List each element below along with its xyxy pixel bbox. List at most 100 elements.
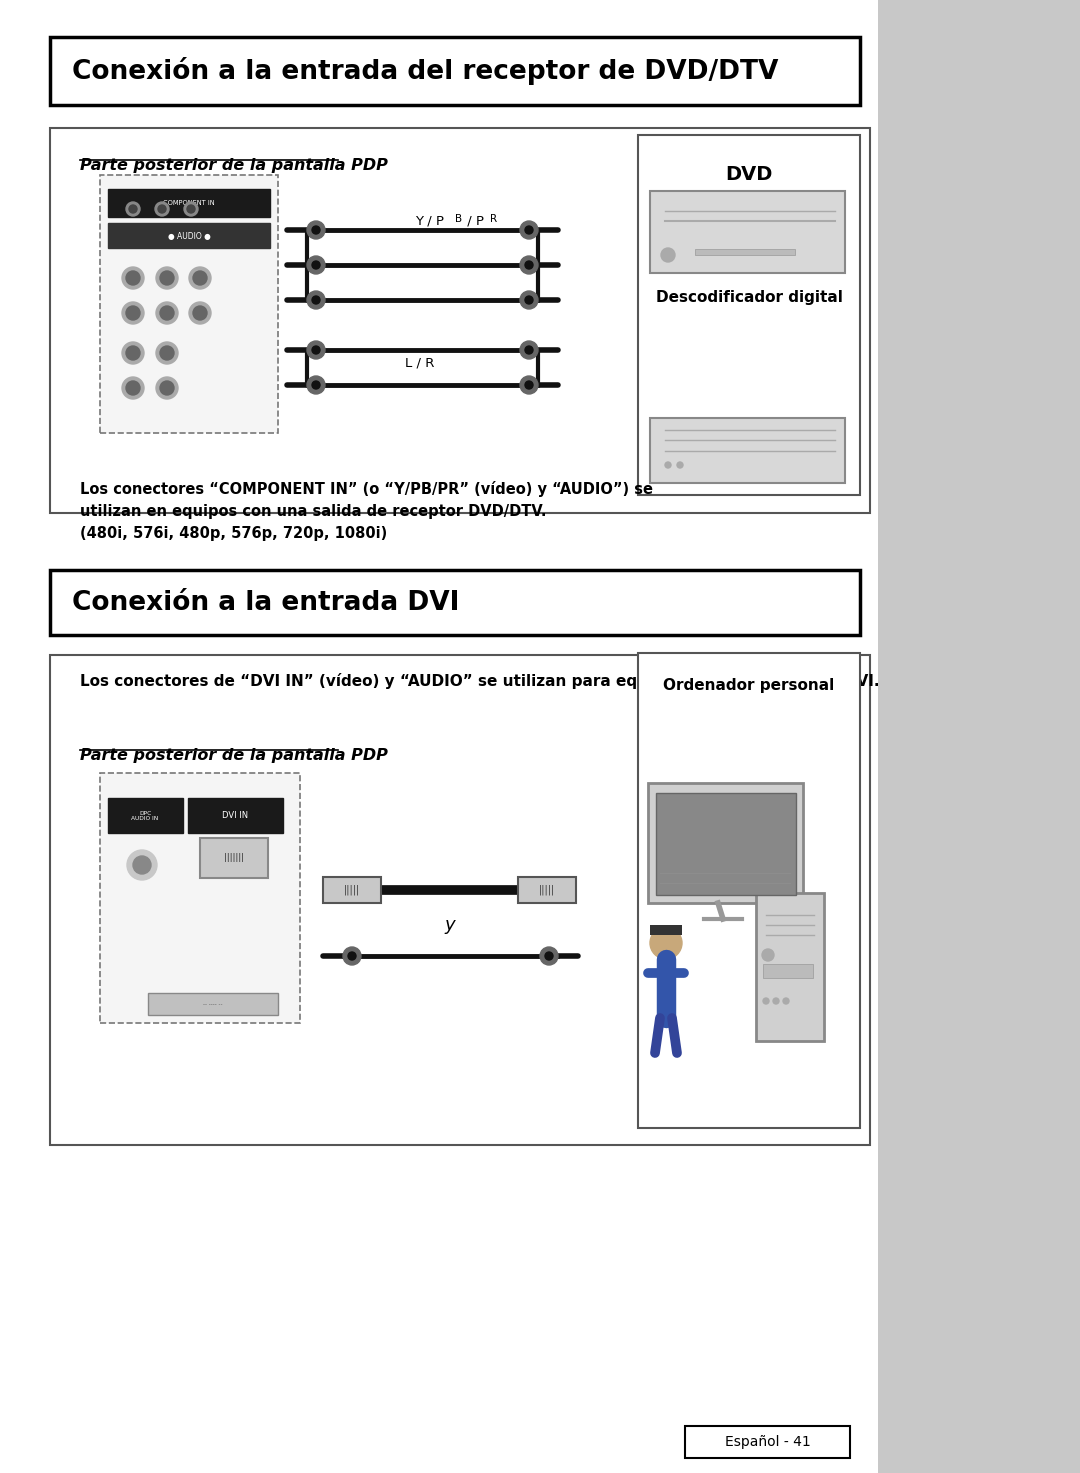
Circle shape [307,256,325,274]
Circle shape [307,221,325,239]
Circle shape [193,271,207,284]
Text: |||||||: ||||||| [224,853,244,863]
Text: B: B [455,214,462,224]
FancyBboxPatch shape [696,249,795,255]
FancyBboxPatch shape [762,963,813,978]
Circle shape [525,346,534,354]
Text: Español - 41: Español - 41 [725,1435,810,1449]
Text: R: R [490,214,497,224]
Circle shape [773,999,779,1005]
Text: DVD: DVD [726,165,772,184]
FancyBboxPatch shape [650,418,845,483]
FancyBboxPatch shape [108,798,183,834]
Circle shape [519,256,538,274]
Circle shape [307,376,325,393]
Circle shape [312,346,320,354]
Circle shape [126,306,140,320]
Circle shape [545,952,553,960]
FancyBboxPatch shape [108,222,270,247]
Circle shape [160,382,174,395]
Text: Parte posterior de la pantalla PDP: Parte posterior de la pantalla PDP [80,748,388,763]
Text: L / R: L / R [405,356,434,370]
FancyBboxPatch shape [108,189,270,217]
Circle shape [189,302,211,324]
FancyBboxPatch shape [650,925,681,935]
Text: Y / P: Y / P [415,215,444,227]
FancyBboxPatch shape [50,128,870,513]
Circle shape [783,999,789,1005]
Text: Descodificador digital: Descodificador digital [656,290,842,305]
Text: Conexión a la entrada del receptor de DVD/DTV: Conexión a la entrada del receptor de DV… [72,57,779,85]
Circle shape [525,296,534,303]
Circle shape [126,346,140,359]
Circle shape [133,856,151,873]
Circle shape [312,382,320,389]
Circle shape [343,947,361,965]
Circle shape [160,346,174,359]
Circle shape [762,999,769,1005]
Circle shape [122,342,144,364]
Text: Conexión a la entrada DVI: Conexión a la entrada DVI [72,591,459,616]
FancyBboxPatch shape [100,773,300,1024]
Text: (480i, 576i, 480p, 576p, 720p, 1080i): (480i, 576i, 480p, 576p, 720p, 1080i) [80,526,388,541]
FancyBboxPatch shape [148,993,278,1015]
Circle shape [127,850,157,879]
FancyBboxPatch shape [656,792,796,896]
FancyBboxPatch shape [100,175,278,433]
FancyBboxPatch shape [518,876,576,903]
Circle shape [307,342,325,359]
Circle shape [158,205,166,214]
Circle shape [122,302,144,324]
Circle shape [661,247,675,262]
Circle shape [312,225,320,234]
Circle shape [519,342,538,359]
Circle shape [122,377,144,399]
Circle shape [156,267,178,289]
Circle shape [650,927,681,959]
Circle shape [156,202,168,217]
Circle shape [519,292,538,309]
Circle shape [677,463,683,468]
Circle shape [156,302,178,324]
FancyBboxPatch shape [650,191,845,273]
Circle shape [525,382,534,389]
FancyBboxPatch shape [188,798,283,834]
Text: Los conectores de “DVI IN” (vídeo) y “AUDIO” se utilizan para equipos con una sa: Los conectores de “DVI IN” (vídeo) y “AU… [80,673,879,689]
Text: ● AUDIO ●: ● AUDIO ● [167,231,211,240]
Circle shape [126,202,140,217]
Circle shape [184,202,198,217]
FancyBboxPatch shape [50,655,870,1145]
FancyBboxPatch shape [878,0,1080,1473]
Circle shape [156,377,178,399]
Circle shape [307,292,325,309]
Text: utilizan en equipos con una salida de receptor DVD/DTV.: utilizan en equipos con una salida de re… [80,504,546,518]
Circle shape [160,271,174,284]
Circle shape [348,952,356,960]
Circle shape [540,947,558,965]
FancyBboxPatch shape [200,838,268,878]
Text: COMPONENT IN: COMPONENT IN [163,200,215,206]
Text: Parte posterior de la pantalla PDP: Parte posterior de la pantalla PDP [80,158,388,172]
FancyBboxPatch shape [685,1426,850,1458]
FancyBboxPatch shape [323,876,381,903]
Circle shape [187,205,195,214]
Circle shape [126,382,140,395]
Circle shape [160,306,174,320]
Text: |||||: ||||| [539,885,555,896]
FancyBboxPatch shape [648,784,804,903]
Circle shape [126,271,140,284]
FancyBboxPatch shape [638,653,860,1128]
Circle shape [525,261,534,270]
Circle shape [193,306,207,320]
FancyBboxPatch shape [50,37,860,105]
Text: |||||: ||||| [343,885,360,896]
Circle shape [189,267,211,289]
Circle shape [519,376,538,393]
FancyBboxPatch shape [756,893,824,1041]
Circle shape [665,463,671,468]
Text: Los conectores “COMPONENT IN” (o “Y/PB/PR” (vídeo) y “AUDIO”) se: Los conectores “COMPONENT IN” (o “Y/PB/P… [80,482,653,496]
Text: y: y [445,916,456,934]
Circle shape [312,261,320,270]
Text: -- ---- --: -- ---- -- [203,1002,222,1006]
Circle shape [156,342,178,364]
